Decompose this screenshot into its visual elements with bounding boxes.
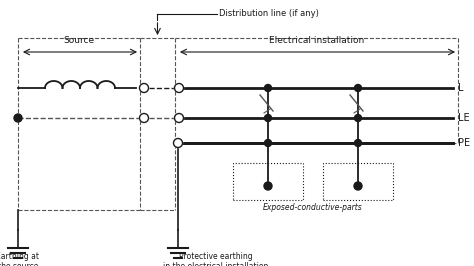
Text: PE: PE xyxy=(458,138,470,148)
Circle shape xyxy=(264,85,272,92)
Circle shape xyxy=(264,139,272,147)
Circle shape xyxy=(355,85,362,92)
Text: Protective earthing
in the electrical installation: Protective earthing in the electrical in… xyxy=(164,252,269,266)
Circle shape xyxy=(355,139,362,147)
Circle shape xyxy=(139,84,148,93)
Text: LE: LE xyxy=(458,113,470,123)
Text: L: L xyxy=(458,83,464,93)
Circle shape xyxy=(354,182,362,190)
Text: Exposed-conductive-parts: Exposed-conductive-parts xyxy=(263,203,363,212)
Text: Electrical installation: Electrical installation xyxy=(269,36,364,45)
Circle shape xyxy=(174,114,183,123)
Circle shape xyxy=(264,114,272,122)
Circle shape xyxy=(14,114,22,122)
Circle shape xyxy=(355,114,362,122)
Bar xyxy=(233,163,303,200)
Text: Source: Source xyxy=(64,36,94,45)
Circle shape xyxy=(264,182,272,190)
Text: Distribution line (if any): Distribution line (if any) xyxy=(219,10,319,19)
Circle shape xyxy=(173,139,182,148)
Bar xyxy=(323,163,393,200)
Circle shape xyxy=(139,114,148,123)
Text: Earthing at
the source: Earthing at the source xyxy=(0,252,39,266)
Circle shape xyxy=(174,84,183,93)
